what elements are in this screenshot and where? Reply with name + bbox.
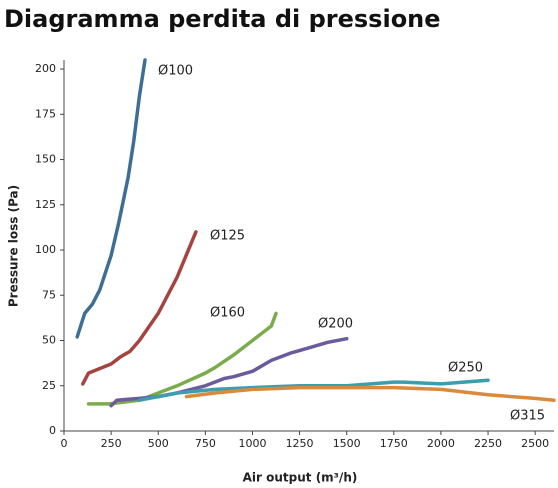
y-tick-label: 125 (35, 198, 56, 211)
series-line (184, 385, 556, 402)
y-tick-label: 200 (35, 62, 56, 75)
x-tick-label: 2000 (427, 437, 455, 450)
x-tick-label: 1250 (286, 437, 314, 450)
x-tick-label: 2250 (474, 437, 502, 450)
y-tick-label: 175 (35, 107, 56, 120)
series-label: Ø315 (510, 409, 545, 424)
x-tick-label: 500 (148, 437, 169, 450)
series-label: Ø125 (210, 229, 245, 244)
x-tick-label: 2500 (521, 437, 549, 450)
series-label: Ø200 (318, 317, 353, 332)
y-tick-label: 50 (42, 334, 56, 347)
series-label: Ø160 (210, 306, 245, 321)
y-tick-label: 75 (42, 288, 56, 301)
x-tick-label: 750 (195, 437, 216, 450)
y-tick-label: 100 (35, 243, 56, 256)
x-tick-label: 250 (101, 437, 122, 450)
series-line (81, 230, 198, 386)
y-tick-label: 150 (35, 153, 56, 166)
x-axis-title: Air output (m³/h) (243, 471, 358, 485)
x-tick-label: 1000 (238, 437, 266, 450)
series-line (86, 311, 278, 406)
series-label: Ø100 (158, 64, 193, 79)
y-tick-label: 0 (49, 424, 56, 437)
series-line (75, 58, 147, 339)
x-tick-label: 0 (61, 437, 68, 450)
x-tick-label: 1750 (380, 437, 408, 450)
series-label: Ø250 (448, 361, 483, 376)
chart-title: Diagramma perdita di pressione (4, 5, 441, 33)
y-axis-title: Pressure loss (Pa) (7, 185, 21, 307)
series-line (137, 378, 490, 402)
x-tick-label: 1500 (333, 437, 361, 450)
y-tick-label: 25 (42, 379, 56, 392)
